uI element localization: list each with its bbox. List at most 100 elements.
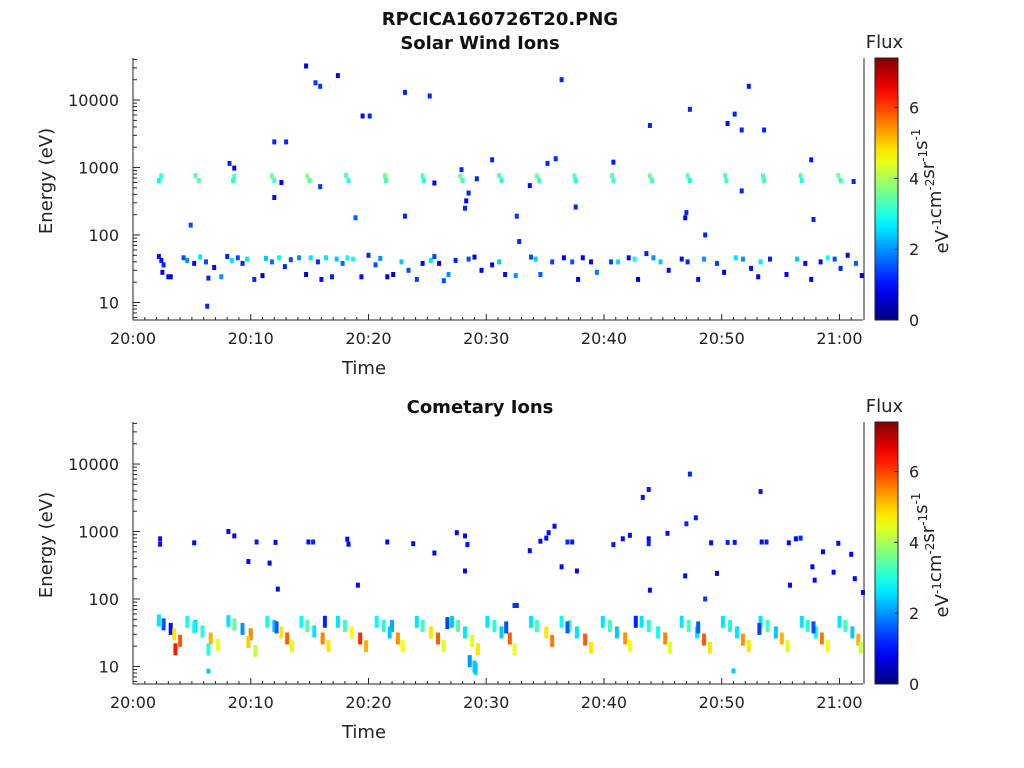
- data-cell: [385, 539, 390, 545]
- data-cell: [580, 255, 585, 261]
- data-cell: [288, 257, 293, 263]
- data-cell: [161, 262, 166, 268]
- data-cell: [724, 178, 729, 184]
- x-tick-label: 20:40: [581, 329, 627, 348]
- data-cell: [627, 532, 632, 538]
- data-cell: [732, 111, 737, 117]
- data-cell: [570, 539, 575, 545]
- data-cell: [552, 523, 557, 529]
- data-cell: [703, 596, 708, 602]
- data-cell: [852, 576, 857, 582]
- y-tick-label: 10: [99, 657, 119, 676]
- data-cell: [264, 255, 268, 261]
- data-cell: [545, 160, 550, 166]
- data-cell: [731, 668, 736, 674]
- data-cell: [811, 621, 816, 634]
- data-cell: [683, 573, 688, 579]
- data-cell: [679, 256, 684, 262]
- data-cell: [572, 173, 577, 179]
- data-cell: [470, 634, 475, 647]
- data-cell: [318, 83, 323, 89]
- data-cell: [290, 640, 294, 653]
- data-cell: [160, 269, 165, 275]
- data-cell: [646, 541, 651, 547]
- data-cell: [279, 626, 284, 639]
- data-cell: [319, 276, 324, 282]
- data-cell: [758, 489, 763, 495]
- panel-1: Solar Wind Ions 20:00 20:10 20:20 20:30 20:40…: [36, 32, 953, 379]
- x-tick-label: 20:00: [110, 329, 156, 348]
- data-cell: [757, 622, 762, 635]
- data-cell: [811, 217, 816, 222]
- data-cell: [227, 160, 232, 166]
- y-tick-label: 100: [88, 226, 119, 245]
- colorbar: [874, 57, 899, 321]
- data-cell: [529, 615, 533, 628]
- data-cell: [345, 255, 350, 261]
- data-cell: [550, 634, 555, 647]
- data-cell: [385, 274, 390, 280]
- data-cell: [277, 255, 281, 261]
- data-cell: [305, 619, 310, 632]
- data-cell: [812, 577, 817, 583]
- data-cell: [838, 178, 843, 184]
- data-cell: [553, 156, 558, 162]
- colorbar-tick-label: 0: [909, 311, 919, 330]
- data-cell: [346, 541, 351, 547]
- data-cell: [799, 178, 804, 184]
- data-cell: [466, 190, 471, 196]
- data-cell: [342, 619, 347, 632]
- y-tick-label: 10000: [68, 455, 119, 474]
- data-cell: [788, 582, 792, 588]
- data-cell: [573, 204, 578, 210]
- data-cell: [308, 255, 313, 261]
- data-cell: [497, 259, 502, 265]
- data-cell: [639, 615, 644, 628]
- data-cell: [546, 530, 551, 536]
- data-cell: [607, 619, 612, 632]
- data-cell: [304, 63, 309, 69]
- data-cell: [335, 615, 340, 628]
- data-cell: [245, 256, 250, 262]
- data-cell: [185, 615, 190, 628]
- x-tick-label: 20:40: [581, 693, 627, 712]
- data-cell: [707, 641, 712, 654]
- data-cell: [253, 644, 258, 657]
- data-cell: [623, 632, 628, 645]
- data-cell: [845, 252, 850, 258]
- data-cell: [330, 274, 334, 280]
- data-cell: [720, 615, 725, 628]
- data-cell: [166, 274, 171, 280]
- data-cell: [318, 184, 323, 190]
- data-cell: [538, 538, 543, 544]
- data-cell: [650, 178, 655, 184]
- x-tick-label: 20:50: [699, 329, 745, 348]
- colorbar-unit-label: eV-1cm-2sr-1s-1: [909, 129, 953, 254]
- data-cell: [185, 257, 190, 263]
- data-cell: [762, 178, 767, 184]
- data-cell: [279, 180, 284, 185]
- data-cell: [226, 615, 231, 628]
- data-cell: [799, 615, 804, 628]
- data-cell: [355, 582, 360, 588]
- data-cell: [460, 178, 465, 184]
- data-cell: [421, 178, 426, 184]
- data-cell: [512, 643, 517, 656]
- data-cell: [647, 587, 652, 593]
- x-tick-label: 21:00: [816, 329, 862, 348]
- data-cell: [512, 603, 517, 608]
- data-cell: [715, 570, 719, 576]
- data-cell: [350, 626, 354, 639]
- data-cell: [490, 157, 495, 163]
- data-cell: [732, 539, 737, 545]
- data-cell: [861, 590, 865, 595]
- data-cell: [458, 173, 463, 179]
- data-cell: [740, 256, 745, 262]
- data-cell: [740, 633, 745, 646]
- data-cell: [534, 173, 539, 179]
- data-cell: [859, 273, 864, 279]
- data-cell: [667, 641, 672, 654]
- data-cell: [432, 180, 437, 186]
- data-cell: [715, 260, 719, 266]
